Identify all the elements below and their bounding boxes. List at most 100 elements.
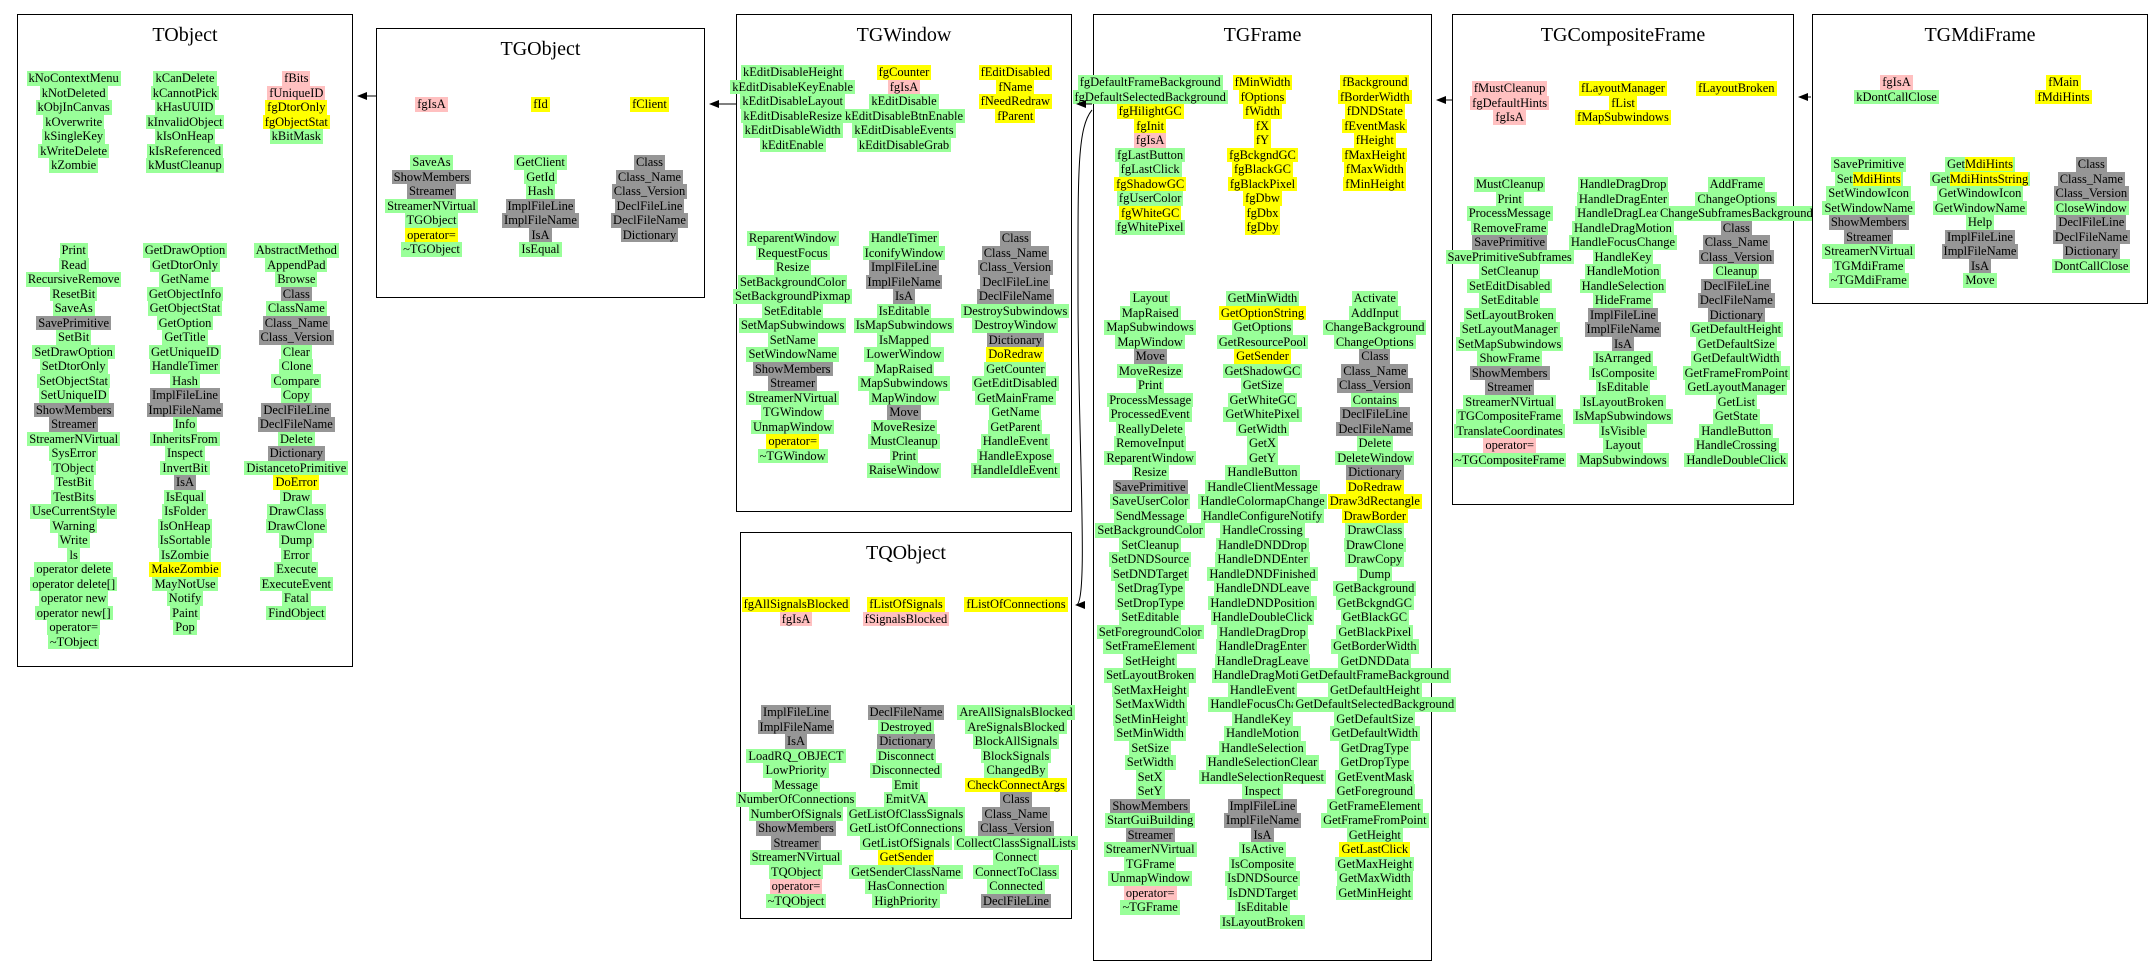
member-tgframe-iseditable[interactable]: IsEditable	[1235, 900, 1290, 915]
member-tobject-ksinglekey[interactable]: kSingleKey	[42, 129, 106, 144]
member-tgcompositeframe-setmapsubwindows[interactable]: SetMapSubwindows	[1455, 336, 1564, 351]
member-tgmdiframe-streamer[interactable]: Streamer	[1844, 229, 1894, 244]
member-tgcompositeframe-isa[interactable]: IsA	[1611, 336, 1635, 351]
member-tgcompositeframe-getlist[interactable]: GetList	[1715, 394, 1758, 409]
member-tgframe-setlayoutbroken[interactable]: SetLayoutBroken	[1104, 668, 1197, 683]
member-tgmdiframe-getmdihints[interactable]: GetMdiHints	[1944, 157, 2015, 172]
member-tgwindow-ismapsubwindows[interactable]: IsMapSubwindows	[853, 318, 955, 333]
member-tqobject-declfilename[interactable]: DeclFileName	[867, 705, 945, 720]
member-tgframe-getoptions[interactable]: GetOptions	[1231, 320, 1294, 335]
member-tgframe-getdroptype[interactable]: GetDropType	[1338, 755, 1412, 770]
member-tgcompositeframe-getdefaultheight[interactable]: GetDefaultHeight	[1689, 322, 1784, 337]
member-tgframe-mapraised[interactable]: MapRaised	[1119, 305, 1181, 320]
member-tgobject-streamer[interactable]: Streamer	[406, 184, 457, 199]
member-tgwindow-declfilename[interactable]: DeclFileName	[976, 289, 1054, 304]
member-tgframe-fgdbx[interactable]: fgDbx	[1244, 205, 1281, 220]
member-tgframe-streamernvirtual[interactable]: StreamerNVirtual	[1103, 842, 1197, 857]
member-tgmdiframe-help[interactable]: Help	[1965, 215, 1995, 230]
member-tgframe-removeinput[interactable]: RemoveInput	[1114, 436, 1187, 451]
member-tgobject-class_version[interactable]: Class_Version	[611, 184, 688, 199]
member-tgframe-processmessage[interactable]: ProcessMessage	[1107, 392, 1194, 407]
member-tgwindow-keditdisablekeyenable[interactable]: kEditDisableKeyEnable	[730, 79, 856, 94]
member-tgwindow-handleevent[interactable]: HandleEvent	[980, 434, 1050, 449]
member-tgframe-gety[interactable]: GetY	[1246, 450, 1279, 465]
member-tgmdiframe-fmdihints[interactable]: fMdiHints	[2035, 89, 2092, 104]
member-tqobject-flistofconnections[interactable]: fListOfConnections	[964, 597, 1068, 612]
member-tgwindow-reparentwindow[interactable]: ReparentWindow	[746, 231, 839, 246]
member-tgcompositeframe-fmapsubwindows[interactable]: fMapSubwindows	[1575, 110, 1671, 125]
member-tobject-class_name[interactable]: Class_Name	[262, 315, 330, 330]
member-tgmdiframe-implfilename[interactable]: ImplFileName	[1941, 244, 2019, 259]
member-tgcompositeframe-fgdefaulthints[interactable]: fgDefaultHints	[1470, 95, 1550, 110]
member-tqobject-connected[interactable]: Connected	[987, 879, 1045, 894]
member-tgobject-getclient[interactable]: GetClient	[514, 155, 567, 170]
member-tgwindow-ismapped[interactable]: IsMapped	[876, 332, 931, 347]
member-tobject-declfilename[interactable]: DeclFileName	[257, 417, 335, 432]
member-tgwindow-setbackgroundpixmap[interactable]: SetBackgroundPixmap	[733, 289, 853, 304]
member-tobject-drawclass[interactable]: DrawClass	[266, 504, 326, 519]
member-tgframe-fgdby[interactable]: fgDby	[1244, 220, 1281, 235]
member-tobject-usecurrentstyle[interactable]: UseCurrentStyle	[30, 504, 118, 519]
member-tqobject-emit[interactable]: Emit	[891, 777, 921, 792]
member-tgframe-fmaxwidth[interactable]: fMaxWidth	[1343, 162, 1406, 177]
member-tqobject-streamernvirtual[interactable]: StreamerNVirtual	[749, 850, 843, 865]
member-tgframe-fginit[interactable]: fgInit	[1134, 118, 1167, 133]
member-tgframe-iscomposite[interactable]: IsComposite	[1228, 856, 1297, 871]
member-tgframe-fgblackgc[interactable]: fgBlackGC	[1232, 162, 1293, 177]
member-tgwindow-fname[interactable]: fName	[996, 79, 1035, 94]
member-tgcompositeframe-seteditable[interactable]: SetEditable	[1478, 293, 1541, 308]
member-tobject-print[interactable]: Print	[59, 243, 88, 258]
member-tgcompositeframe-getlayoutmanager[interactable]: GetLayoutManager	[1685, 380, 1788, 395]
member-tgframe-deletewindow[interactable]: DeleteWindow	[1335, 450, 1415, 465]
member-tobject-setdtoronly[interactable]: SetDtorOnly	[39, 359, 108, 374]
member-tobject-kzombie[interactable]: kZombie	[49, 158, 99, 173]
member-tgcompositeframe-saveprimitivesubframes[interactable]: SavePrimitiveSubframes	[1445, 249, 1574, 264]
member-tgframe-handledoubleclick[interactable]: HandleDoubleClick	[1210, 610, 1315, 625]
member-tgframe-fgwhitepixel[interactable]: fgWhitePixel	[1114, 220, 1186, 235]
member-tobject-ls[interactable]: ls	[67, 547, 80, 562]
member-tgcompositeframe-handlemotion[interactable]: HandleMotion	[1584, 264, 1662, 279]
member-tgframe-fgshadowgc[interactable]: fgShadowGC	[1114, 176, 1187, 191]
member-tgwindow-tgwindow[interactable]: TGWindow	[761, 405, 825, 420]
member-tgobject-class_name[interactable]: Class_Name	[615, 169, 684, 184]
member-tgwindow-setname[interactable]: SetName	[767, 332, 818, 347]
member-tobject-streamernvirtual[interactable]: StreamerNVirtual	[27, 431, 121, 446]
member-tgcompositeframe-saveprimitive[interactable]: SavePrimitive	[1472, 235, 1548, 250]
member-tgframe-getbckgndgc[interactable]: GetBckgndGC	[1335, 595, 1414, 610]
member-tobject-fatal[interactable]: Fatal	[281, 591, 311, 606]
member-tgwindow-~tgwindow[interactable]: ~TGWindow	[757, 448, 828, 463]
member-tgwindow-declfileline[interactable]: DeclFileLine	[980, 274, 1051, 289]
member-tgobject-dictionary[interactable]: Dictionary	[620, 227, 679, 242]
member-tgframe-moveresize[interactable]: MoveResize	[1116, 363, 1184, 378]
member-tgframe-drawclone[interactable]: DrawClone	[1344, 537, 1406, 552]
member-tgframe-feventmask[interactable]: fEventMask	[1342, 118, 1408, 133]
member-tgmdiframe-dictionary[interactable]: Dictionary	[2062, 244, 2121, 259]
member-tgmdiframe-dontcallclose[interactable]: DontCallClose	[2052, 258, 2131, 273]
member-tqobject-message[interactable]: Message	[772, 777, 820, 792]
member-tgwindow-implfilename[interactable]: ImplFileName	[865, 274, 943, 289]
member-tgwindow-mustcleanup[interactable]: MustCleanup	[868, 434, 940, 449]
member-tgframe-drawclass[interactable]: DrawClass	[1345, 523, 1405, 538]
member-tgframe-getblackgc[interactable]: GetBlackGC	[1340, 610, 1410, 625]
member-tgcompositeframe-seteditdisabled[interactable]: SetEditDisabled	[1467, 278, 1553, 293]
member-tgframe-handleclientmessage[interactable]: HandleClientMessage	[1205, 479, 1320, 494]
member-tobject-kbitmask[interactable]: kBitMask	[269, 129, 323, 144]
member-tgframe-sendmessage[interactable]: SendMessage	[1113, 508, 1187, 523]
member-tgframe-draw3drectangle[interactable]: Draw3dRectangle	[1327, 494, 1422, 509]
member-tgmdiframe-getmdihintsstring[interactable]: GetMdiHintsString	[1929, 171, 2031, 186]
member-tgframe-class_version[interactable]: Class_Version	[1337, 378, 1413, 393]
member-tgframe-reallydelete[interactable]: ReallyDelete	[1115, 421, 1185, 436]
member-tqobject-implfilename[interactable]: ImplFileName	[757, 719, 835, 734]
member-tqobject-fsignalsblocked[interactable]: fSignalsBlocked	[862, 611, 950, 626]
member-tobject-streamer[interactable]: Streamer	[49, 417, 99, 432]
member-tqobject-connect[interactable]: Connect	[993, 850, 1039, 865]
member-tgwindow-keditenable[interactable]: kEditEnable	[759, 137, 826, 152]
member-tgframe-mapsubwindows[interactable]: MapSubwindows	[1104, 320, 1196, 335]
member-tqobject-class_version[interactable]: Class_Version	[978, 821, 1054, 836]
member-tgframe-getbackground[interactable]: GetBackground	[1333, 581, 1417, 596]
member-tgcompositeframe-setlayoutmanager[interactable]: SetLayoutManager	[1459, 322, 1560, 337]
member-tgframe-setsize[interactable]: SetSize	[1129, 740, 1171, 755]
member-tgframe-getmaxheight[interactable]: GetMaxHeight	[1335, 856, 1415, 871]
member-tgframe-delete[interactable]: Delete	[1356, 436, 1394, 451]
member-tgcompositeframe-implfileline[interactable]: ImplFileLine	[1588, 307, 1658, 322]
